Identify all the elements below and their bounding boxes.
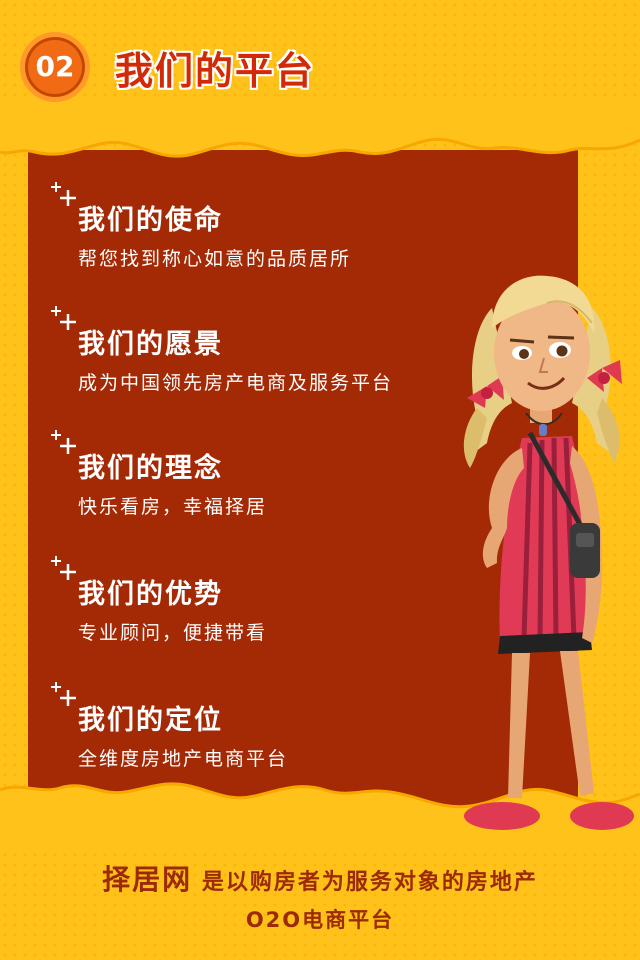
sparkle-icon bbox=[51, 556, 76, 580]
footer-tagline: 择居网 是以购房者为服务对象的房地产 O2O电商平台 bbox=[0, 858, 640, 934]
girl-illustration bbox=[463, 275, 634, 830]
item-title: 我们的愿景 bbox=[78, 329, 223, 360]
brand-name: 择居网 bbox=[102, 863, 193, 896]
sparkle-icon bbox=[51, 430, 76, 454]
item-title: 我们的定位 bbox=[78, 705, 223, 736]
list-item: 我们的定位 全维度房地产电商平台 bbox=[50, 680, 470, 770]
item-title: 我们的使命 bbox=[78, 205, 223, 236]
cloud-border-bottom bbox=[0, 782, 640, 850]
content-panel bbox=[28, 150, 578, 810]
item-description: 快乐看房，幸福择居 bbox=[78, 496, 268, 518]
sparkle-icon bbox=[51, 182, 76, 206]
list-item: 我们的优势 专业顾问，便捷带看 bbox=[50, 554, 470, 644]
item-description: 帮您找到称心如意的品质居所 bbox=[78, 248, 352, 270]
tagline-text: 是以购房者为服务对象的房地产 bbox=[201, 870, 538, 895]
section-title: 我们的平台 bbox=[115, 49, 316, 93]
item-description: 专业顾问，便捷带看 bbox=[78, 622, 268, 644]
cloud-border-top bbox=[0, 100, 640, 158]
list-item: 我们的理念 快乐看房，幸福择居 bbox=[50, 428, 470, 518]
item-title: 我们的理念 bbox=[78, 453, 223, 484]
tagline-line2: O2O电商平台 bbox=[245, 908, 395, 932]
sparkle-icon bbox=[51, 306, 76, 330]
section-number-badge: 02 bbox=[20, 32, 90, 102]
item-description: 成为中国领先房产电商及服务平台 bbox=[78, 372, 394, 394]
list-item: 我们的愿景 成为中国领先房产电商及服务平台 bbox=[50, 304, 470, 394]
sparkle-icon bbox=[51, 682, 76, 706]
list-item: 我们的使命 帮您找到称心如意的品质居所 bbox=[50, 180, 470, 270]
item-title: 我们的优势 bbox=[78, 579, 223, 610]
item-description: 全维度房地产电商平台 bbox=[78, 748, 289, 770]
